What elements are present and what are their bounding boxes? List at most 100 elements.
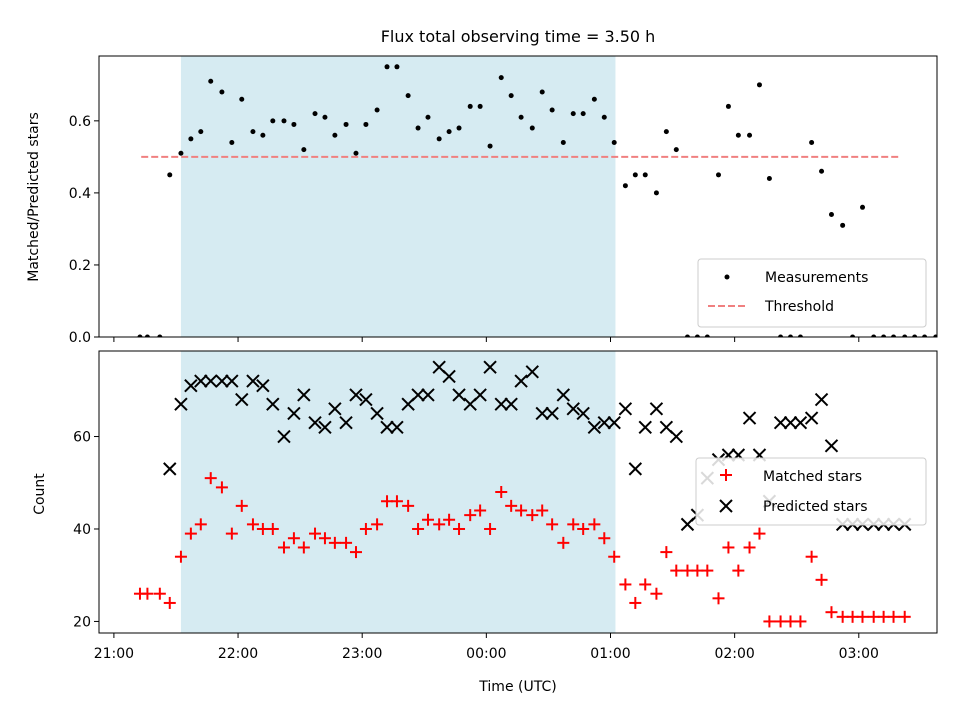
matched-star-point — [701, 564, 714, 577]
count-panel: Matched stars Predicted stars 20 40 60 21:… — [32, 350, 938, 662]
predicted-star-point — [587, 420, 602, 434]
y-tick-label: 0.6 — [69, 114, 91, 130]
count-panel-legend: Matched stars Predicted stars — [695, 457, 927, 526]
matched-star-point — [421, 513, 434, 526]
predicted-star-point — [514, 374, 528, 388]
predicted-star-point — [297, 388, 311, 402]
legend-label-predicted-stars: Predicted stars — [763, 499, 868, 515]
matched-star-point — [536, 504, 549, 517]
measurement-point — [250, 129, 256, 135]
matched-star-point — [856, 610, 869, 623]
matched-star-point — [153, 587, 166, 600]
matched-star-point — [629, 596, 642, 609]
measurement-point — [219, 89, 225, 95]
matched-star-point — [318, 532, 331, 545]
predicted-star-point — [556, 388, 571, 402]
measurement-point — [778, 334, 784, 337]
predicted-star-point — [370, 406, 384, 421]
measurement-point — [529, 125, 535, 131]
predicted-star-point — [349, 388, 363, 402]
y-tick-label: 0.4 — [69, 186, 91, 202]
measurement-point — [260, 132, 266, 138]
measurement-point — [580, 111, 586, 117]
predicted-star-point — [473, 388, 487, 402]
matched-star-point — [515, 504, 528, 517]
x-tick-label: 22:00 — [218, 646, 258, 662]
x-tick-label: 23:00 — [342, 646, 382, 662]
x-tick-label: 21:00 — [94, 646, 134, 662]
measurement-point — [198, 129, 204, 135]
measurement-point — [891, 334, 897, 337]
predicted-star-point — [504, 397, 518, 411]
matched-star-point — [174, 550, 187, 563]
measurement-point — [270, 118, 276, 124]
measurement-point — [912, 334, 918, 337]
measurement-point — [446, 129, 452, 135]
predicted-star-point — [638, 420, 652, 434]
measurement-point — [425, 114, 431, 120]
predicted-star-point — [421, 388, 435, 402]
y-tick-label: 40 — [73, 522, 91, 538]
count-panel-highlight-span — [180, 351, 616, 633]
ratio-panel-frame — [98, 55, 938, 338]
measurements-series — [137, 64, 958, 340]
measurement-point — [415, 125, 421, 131]
legend-label-threshold: Threshold — [764, 299, 834, 315]
y-tick-label: 0.2 — [69, 258, 91, 274]
measurement-point — [539, 89, 545, 95]
predicted-star-point — [256, 378, 270, 393]
matched-star-point — [598, 532, 611, 545]
measurement-point — [363, 121, 369, 127]
measurement-point — [756, 82, 762, 88]
matched-star-point — [194, 518, 207, 531]
predicted-star-point — [804, 411, 819, 425]
measurement-point — [766, 175, 772, 181]
measurement-point — [673, 147, 679, 153]
count-panel-y-label: Count — [32, 473, 48, 515]
predicted-star-point — [235, 392, 249, 407]
predicted-star-point — [277, 429, 291, 444]
matched-star-point — [505, 499, 518, 512]
legend-marker-measurements — [724, 274, 730, 280]
count-panel-y-axis: 20 40 60 — [73, 430, 99, 630]
predicted-star-point — [597, 415, 611, 430]
measurement-point — [322, 114, 328, 120]
y-tick-label: 20 — [73, 614, 91, 630]
matched-star-point — [577, 522, 590, 535]
matched-star-point — [639, 578, 652, 591]
predicted-star-point — [359, 392, 373, 407]
matched-star-point — [887, 610, 900, 623]
matched-star-point — [732, 564, 745, 577]
measurement-point — [137, 334, 143, 337]
predicted-star-point — [266, 397, 280, 411]
measurement-point — [642, 172, 648, 178]
legend-marker-matched-stars — [720, 469, 732, 481]
measurement-point — [953, 335, 958, 340]
matched-star-point — [619, 578, 632, 591]
predicted-star-point — [545, 406, 559, 421]
matched-star-point — [235, 499, 248, 512]
matched-star-point — [246, 518, 259, 531]
x-tick-label: 03:00 — [839, 646, 879, 662]
predicted-stars-series — [163, 360, 912, 532]
matched-star-point — [433, 518, 446, 531]
predicted-star-point — [793, 415, 808, 430]
matched-star-point — [484, 522, 497, 535]
measurement-point — [601, 114, 607, 120]
predicted-star-point — [824, 439, 839, 453]
predicted-star-point — [194, 374, 208, 388]
measurement-point — [229, 139, 235, 145]
ratio-panel-y-label: Matched/Predicted stars — [26, 112, 42, 282]
matched-stars-series — [133, 472, 911, 628]
predicted-star-point — [246, 374, 260, 388]
measurement-point — [611, 139, 617, 145]
matched-star-point — [753, 527, 766, 540]
measurement-point — [704, 334, 710, 337]
matched-star-point — [898, 610, 911, 623]
predicted-star-point — [308, 415, 322, 430]
legend-box — [697, 258, 927, 328]
measurement-point — [518, 114, 524, 120]
matched-star-point — [390, 495, 403, 508]
matched-star-point — [608, 550, 621, 563]
